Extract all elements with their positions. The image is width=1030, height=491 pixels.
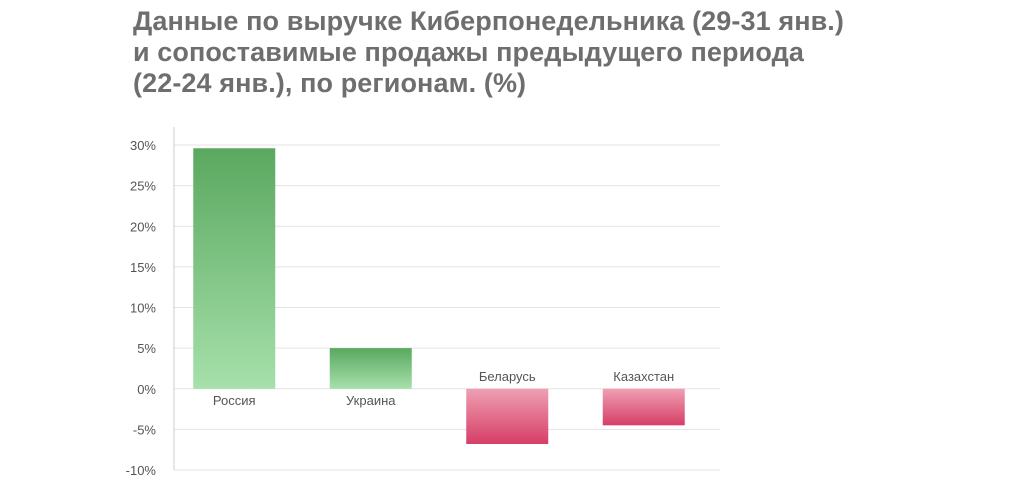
- y-tick-label: 20%: [130, 219, 156, 234]
- y-tick-label: -5%: [133, 422, 157, 437]
- bar-1: [193, 148, 276, 389]
- y-tick-label: 5%: [137, 341, 156, 356]
- category-label: Россия: [213, 393, 256, 408]
- chart-title-line-2: и сопоставимые продажы предыдущего перио…: [133, 37, 804, 67]
- bar-3: [466, 388, 549, 444]
- y-tick-label: 0%: [137, 382, 156, 397]
- chart-title-line-1: Данные по выручке Киберпонедельника (29-…: [133, 6, 844, 36]
- y-tick-label: 15%: [130, 260, 156, 275]
- bar-2: [329, 348, 412, 389]
- bar-4: [602, 388, 685, 426]
- y-tick-label: -10%: [126, 463, 157, 478]
- category-label: Казахстан: [613, 369, 674, 384]
- y-axis: 30% 25% 20% 15% 10% 5% 0% -5% -10%: [126, 127, 175, 478]
- category-labels: Россия Украина Беларусь Казахстан: [213, 369, 674, 408]
- bars: [193, 148, 685, 444]
- y-tick-label: 25%: [130, 179, 156, 194]
- chart-title: Данные по выручке Киберпонедельника (29-…: [133, 6, 1013, 99]
- y-tick-label: 10%: [130, 301, 156, 316]
- y-tick-label: 30%: [130, 138, 156, 153]
- category-label: Беларусь: [479, 369, 536, 384]
- category-label: Украина: [346, 393, 396, 408]
- chart-title-line-3: (22-24 янв.), по регионам. (%): [133, 68, 527, 98]
